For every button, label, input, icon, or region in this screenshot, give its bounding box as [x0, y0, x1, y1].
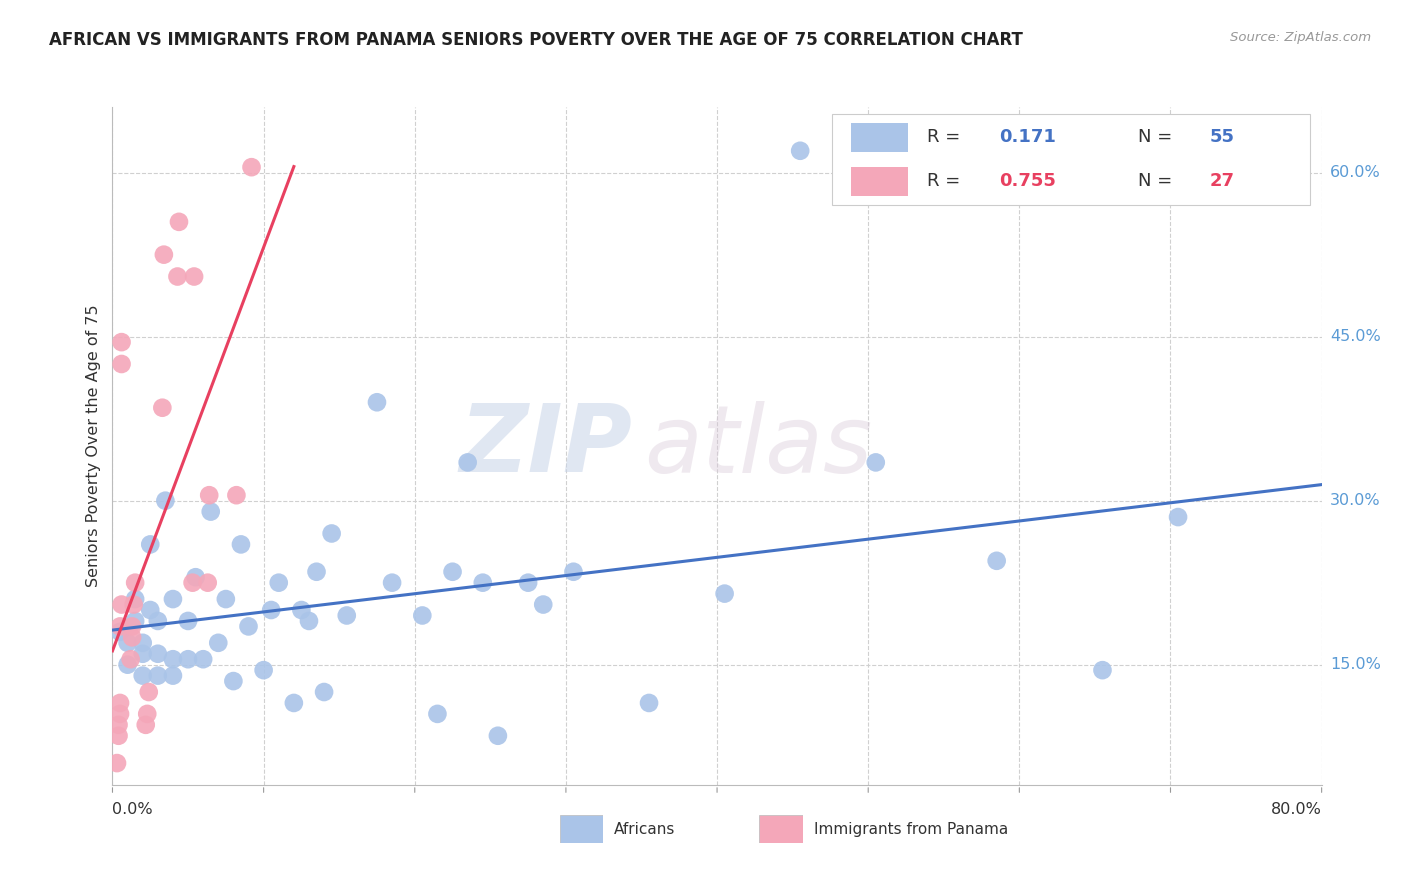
Point	[105, 756, 128, 770]
Point	[132, 636, 155, 650]
Point	[321, 526, 343, 541]
Point	[108, 619, 131, 633]
Point	[155, 493, 177, 508]
Point	[366, 395, 388, 409]
Point	[411, 608, 433, 623]
Y-axis label: Seniors Poverty Over the Age of 75: Seniors Poverty Over the Age of 75	[86, 305, 101, 587]
Point	[267, 575, 290, 590]
Point	[713, 586, 735, 600]
Point	[139, 603, 162, 617]
Point	[283, 696, 305, 710]
Point	[305, 565, 328, 579]
Point	[121, 631, 143, 645]
Point	[136, 706, 159, 721]
Point	[229, 537, 252, 551]
Point	[132, 647, 155, 661]
Point	[181, 575, 204, 590]
Point	[197, 575, 219, 590]
Point	[146, 668, 169, 682]
Point	[117, 657, 139, 672]
Point	[865, 455, 887, 469]
Point	[177, 652, 200, 666]
Point	[290, 603, 312, 617]
Point	[198, 488, 221, 502]
Point	[132, 668, 155, 682]
Point	[146, 647, 169, 661]
Point	[153, 247, 176, 261]
Text: Africans: Africans	[614, 822, 676, 837]
Point	[253, 663, 276, 677]
Point	[162, 668, 184, 682]
Point	[240, 160, 263, 174]
Point	[222, 674, 245, 689]
Point	[517, 575, 540, 590]
Point	[986, 554, 1008, 568]
Text: 45.0%: 45.0%	[1330, 329, 1381, 344]
Point	[150, 401, 173, 415]
Text: atlas: atlas	[644, 401, 873, 491]
Point	[531, 598, 554, 612]
Point	[108, 624, 131, 639]
Point	[110, 598, 132, 612]
Point	[117, 636, 139, 650]
Point	[215, 592, 238, 607]
Point	[426, 706, 449, 721]
Point	[225, 488, 247, 502]
Point	[638, 696, 661, 710]
Point	[166, 269, 188, 284]
Point	[1091, 663, 1114, 677]
Text: AFRICAN VS IMMIGRANTS FROM PANAMA SENIORS POVERTY OVER THE AGE OF 75 CORRELATION: AFRICAN VS IMMIGRANTS FROM PANAMA SENIOR…	[49, 31, 1024, 49]
Point	[135, 718, 157, 732]
Text: Immigrants from Panama: Immigrants from Panama	[814, 822, 1008, 837]
Point	[789, 144, 811, 158]
Point	[139, 537, 162, 551]
Point	[107, 718, 129, 732]
Text: 0.0%: 0.0%	[112, 802, 153, 817]
Point	[260, 603, 283, 617]
Point	[120, 652, 142, 666]
Text: 15.0%: 15.0%	[1330, 657, 1381, 673]
Point	[108, 706, 131, 721]
Point	[162, 652, 184, 666]
Text: 80.0%: 80.0%	[1271, 802, 1322, 817]
Point	[200, 505, 222, 519]
Point	[457, 455, 479, 469]
Text: 60.0%: 60.0%	[1330, 165, 1381, 180]
Point	[238, 619, 260, 633]
Point	[167, 215, 190, 229]
Point	[124, 614, 146, 628]
Point	[314, 685, 336, 699]
Point	[107, 729, 129, 743]
Point	[207, 636, 229, 650]
Point	[124, 575, 146, 590]
Point	[121, 619, 143, 633]
Point	[191, 652, 214, 666]
Point	[1167, 510, 1189, 524]
Point	[162, 592, 184, 607]
Point	[110, 335, 132, 350]
Point	[138, 685, 160, 699]
Point	[381, 575, 404, 590]
Text: ZIP: ZIP	[460, 400, 633, 492]
Point	[183, 269, 205, 284]
Point	[122, 598, 145, 612]
Point	[486, 729, 509, 743]
Point	[124, 592, 146, 607]
Point	[562, 565, 585, 579]
Point	[336, 608, 359, 623]
Point	[471, 575, 494, 590]
Text: 30.0%: 30.0%	[1330, 493, 1381, 508]
Point	[110, 357, 132, 371]
Point	[146, 614, 169, 628]
Point	[298, 614, 321, 628]
Point	[184, 570, 207, 584]
Point	[177, 614, 200, 628]
Text: Source: ZipAtlas.com: Source: ZipAtlas.com	[1230, 31, 1371, 45]
Point	[108, 696, 131, 710]
Point	[441, 565, 464, 579]
